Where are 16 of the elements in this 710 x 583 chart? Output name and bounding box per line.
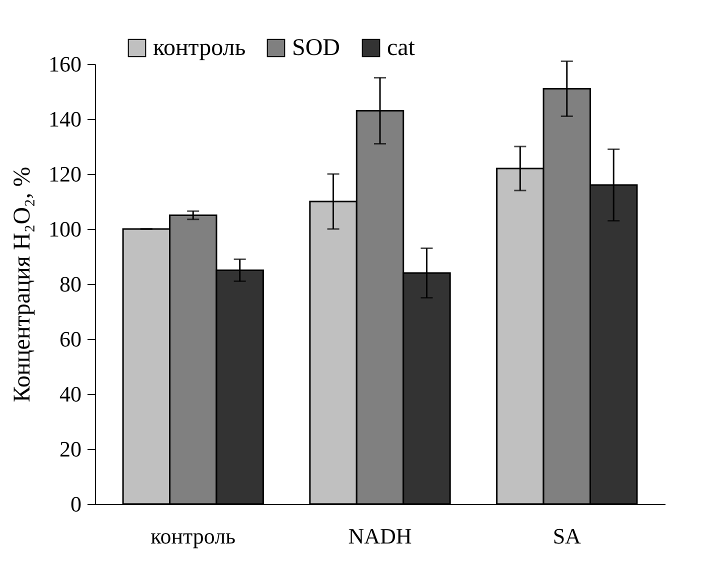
x-tick-label: SA bbox=[552, 524, 582, 548]
legend-label: SOD bbox=[292, 35, 340, 61]
y-tick-label: 0 bbox=[70, 492, 82, 516]
y-tick-label: 120 bbox=[48, 162, 82, 186]
x-tick-label: контроль bbox=[150, 524, 236, 548]
y-tick-label: 140 bbox=[48, 106, 82, 132]
y-tick-label: 60 bbox=[60, 326, 82, 352]
x-tick-label: NADH bbox=[348, 524, 412, 548]
legend-label: контроль bbox=[153, 35, 246, 61]
y-tick-label: 80 bbox=[60, 272, 82, 296]
y-tick-label: 20 bbox=[60, 436, 82, 462]
y-tick-label: 40 bbox=[60, 382, 82, 406]
y-tick-label: 160 bbox=[48, 52, 82, 76]
y-tick-label: 100 bbox=[48, 216, 82, 242]
legend-label: cat bbox=[387, 35, 416, 61]
y-axis-title: Концентрация H₂O₂, % bbox=[10, 166, 36, 402]
